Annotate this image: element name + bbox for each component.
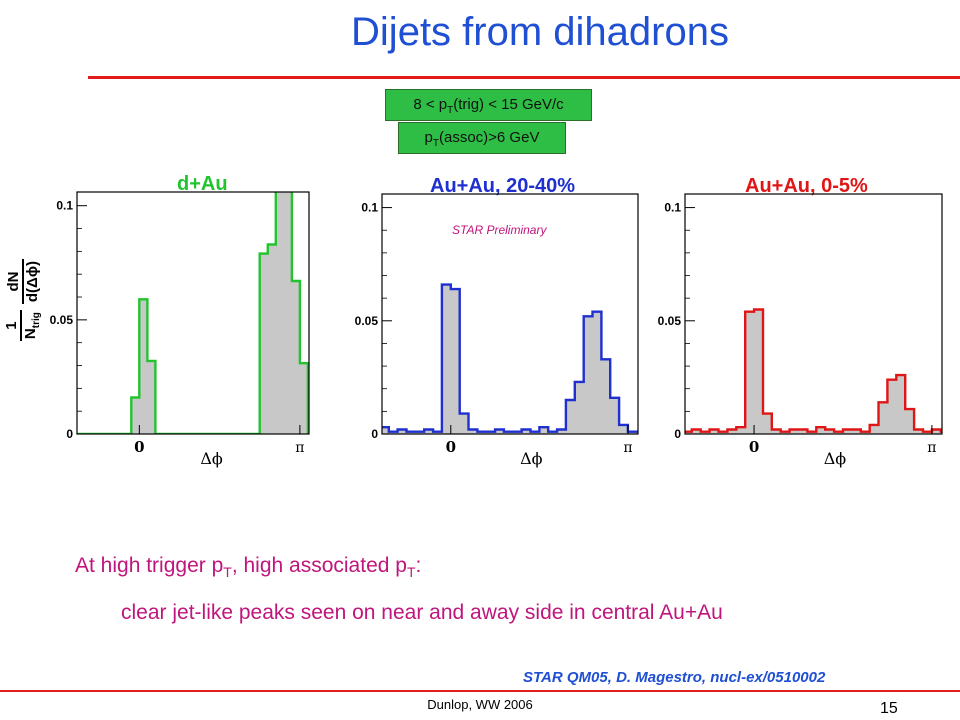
histogram-outline-auau-20-40 [382, 283, 638, 433]
panel-title-dau: d+Au [177, 173, 228, 195]
bullet-line-2: clear jet-like peaks seen on near and aw… [121, 601, 723, 624]
bullet1-a-sub: T [223, 564, 232, 581]
footer-rule [0, 690, 960, 692]
bullet1-b: , high associated p [231, 554, 407, 577]
histogram-fill-auau-0-5 [685, 309, 942, 434]
y-tick-label-auau-0-5-2: 0.1 [664, 201, 681, 215]
star-preliminary-watermark: STAR Preliminary [452, 223, 547, 237]
footer-author: Dunlop, WW 2006 [427, 697, 533, 712]
histogram-outline-auau-0-5 [685, 308, 942, 433]
panel-title-auau-20-40: Au+Au, 20-40% [430, 175, 576, 197]
cut-assoc-sub: T [432, 138, 439, 149]
bullet1-b-sub: T [406, 564, 416, 581]
cut-trigger-pt: 8 < pT(trig) < 15 GeV/c [385, 89, 592, 121]
x-axis-label-auau-20-40: Δϕ [520, 449, 543, 468]
citation: STAR QM05, D. Magestro, nucl-ex/0510002 [523, 669, 826, 686]
x-tick-label-dau-0: 0 [134, 438, 144, 456]
y-tick-label-dau-1: 0.05 [50, 313, 74, 327]
plot-frame-auau-0-5 [684, 193, 943, 435]
y-tick-label-auau-0-5-1: 0.05 [658, 314, 682, 328]
cut-assoc-pt: pT(assoc)>6 GeV [398, 122, 566, 154]
bullet-line-1: At high trigger pT, high associated pT: [75, 554, 421, 580]
cut-assoc-pre: p [424, 129, 433, 146]
plot-frame-auau-20-40 [381, 193, 639, 435]
cut-trigger-pre: 8 < p [413, 96, 448, 113]
panel-title-auau-0-5: Au+Au, 0-5% [745, 175, 868, 197]
bullet1-a: At high trigger p [75, 554, 224, 577]
y-tick-label-auau-20-40-2: 0.1 [361, 201, 378, 215]
histogram-panels: 0 0.05 0.1 0 π Δϕ 0 0.05 0.1 0 π Δϕ STAR Preliminary… [50, 191, 943, 468]
title-rule [88, 76, 960, 79]
x-tick-label-auau-20-40-1: π [623, 440, 632, 456]
x-axis-label-dau: Δϕ [200, 449, 223, 468]
y-tick-label-auau-20-40-0: 0 [371, 427, 378, 441]
y-tick-label-auau-20-40-1: 0.05 [355, 314, 379, 328]
y-tick-label-dau-2: 0.1 [56, 199, 73, 213]
slide-title: Dijets from dihadrons [351, 10, 729, 54]
histogram-fill-auau-20-40 [382, 284, 638, 434]
cut-assoc-post: (assoc)>6 GeV [438, 129, 540, 146]
x-tick-label-dau-1: π [295, 440, 304, 456]
x-tick-label-auau-0-5-0: 0 [749, 438, 759, 456]
y-tick-label-auau-0-5-0: 0 [674, 427, 681, 441]
bullet1-c: : [415, 554, 422, 577]
cut-trigger-post: (trig) < 15 GeV/c [453, 96, 564, 113]
histogram-fill-dau [77, 192, 309, 434]
y-tick-label-dau-0: 0 [66, 427, 73, 441]
x-tick-label-auau-0-5-1: π [927, 440, 936, 456]
page-number: 15 [880, 700, 898, 717]
x-axis-label-auau-0-5: Δϕ [824, 449, 847, 468]
x-tick-label-auau-20-40-0: 0 [446, 438, 456, 456]
cut-trigger-sub: T [447, 105, 454, 116]
plot-frame-dau [76, 191, 310, 435]
